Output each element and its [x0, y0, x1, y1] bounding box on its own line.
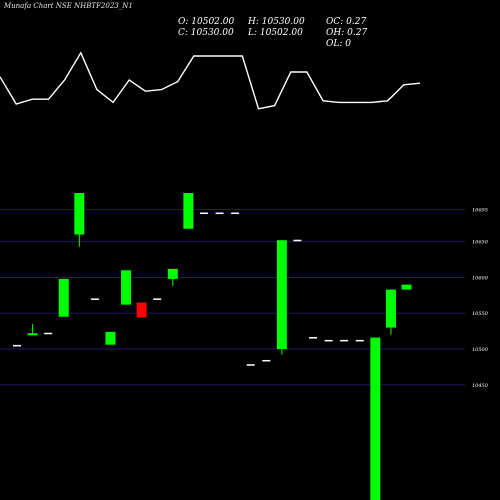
open-label: O:	[178, 17, 192, 27]
candle-body	[136, 302, 147, 318]
close-label: C:	[178, 28, 191, 38]
y-axis-tick-labels: 10695 10650 10600 10550 10500 10450	[472, 207, 489, 388]
y-tick-label: 10695	[472, 207, 488, 213]
candle-body	[105, 331, 116, 345]
candle-body	[44, 332, 53, 335]
candle-body	[199, 212, 208, 215]
oc-label: OC:	[326, 17, 347, 27]
oh-readout: OH: 0.27	[326, 28, 367, 39]
candle-body	[355, 339, 364, 342]
candle-body	[324, 339, 333, 342]
candle-body	[74, 193, 85, 235]
open-value: 10502.00	[191, 17, 235, 27]
candle-body	[27, 333, 38, 336]
y-tick-label: 10500	[472, 347, 489, 353]
ol-label: OL:	[326, 39, 346, 49]
high-label: H:	[248, 17, 262, 27]
oh-label: OH:	[326, 28, 348, 38]
candle-body	[262, 359, 271, 362]
indicator-line-path	[0, 51, 421, 110]
y-tick-label: 10550	[472, 311, 489, 317]
candle-body	[58, 278, 69, 317]
high-readout: H: 10530.00	[248, 17, 305, 28]
oc-value: 0.27	[346, 17, 367, 27]
oc-readout: OC: 0.27	[326, 17, 366, 28]
open-readout: O: 10502.00	[178, 17, 234, 28]
candle-body	[153, 298, 162, 300]
candle-body	[246, 364, 255, 366]
candle-body	[167, 268, 178, 279]
indicator-line	[0, 51, 421, 110]
oh-value: 0.27	[347, 28, 368, 38]
candle-body	[340, 339, 349, 342]
chart-title: Munafa Chart NSE NHBTF2023_N1	[4, 2, 133, 10]
ol-value: 0	[345, 39, 351, 49]
candle-body	[183, 193, 194, 229]
candle-body	[309, 337, 318, 339]
candle-body	[90, 298, 99, 300]
grid-lines	[0, 208, 465, 386]
candle-body	[385, 289, 396, 328]
ol-readout: OL: 0	[326, 39, 351, 50]
low-label: L:	[248, 28, 260, 38]
candle-body	[13, 344, 21, 347]
y-tick-label: 10600	[472, 275, 489, 281]
low-readout: L: 10502.00	[248, 28, 303, 39]
low-value: 10502.00	[259, 28, 303, 38]
candle-body	[231, 212, 240, 215]
y-tick-label: 10650	[472, 240, 489, 246]
candlestick-series	[13, 193, 412, 500]
close-value: 10530.00	[190, 28, 234, 38]
candle-body	[215, 212, 224, 215]
candle-body	[121, 270, 132, 305]
candle-body	[401, 284, 412, 290]
close-readout: C: 10530.00	[178, 28, 234, 39]
high-value: 10530.00	[261, 17, 305, 27]
y-tick-label: 10450	[472, 383, 489, 389]
candle-body	[370, 337, 381, 500]
candle-body	[276, 240, 287, 350]
candle-body	[293, 239, 302, 242]
